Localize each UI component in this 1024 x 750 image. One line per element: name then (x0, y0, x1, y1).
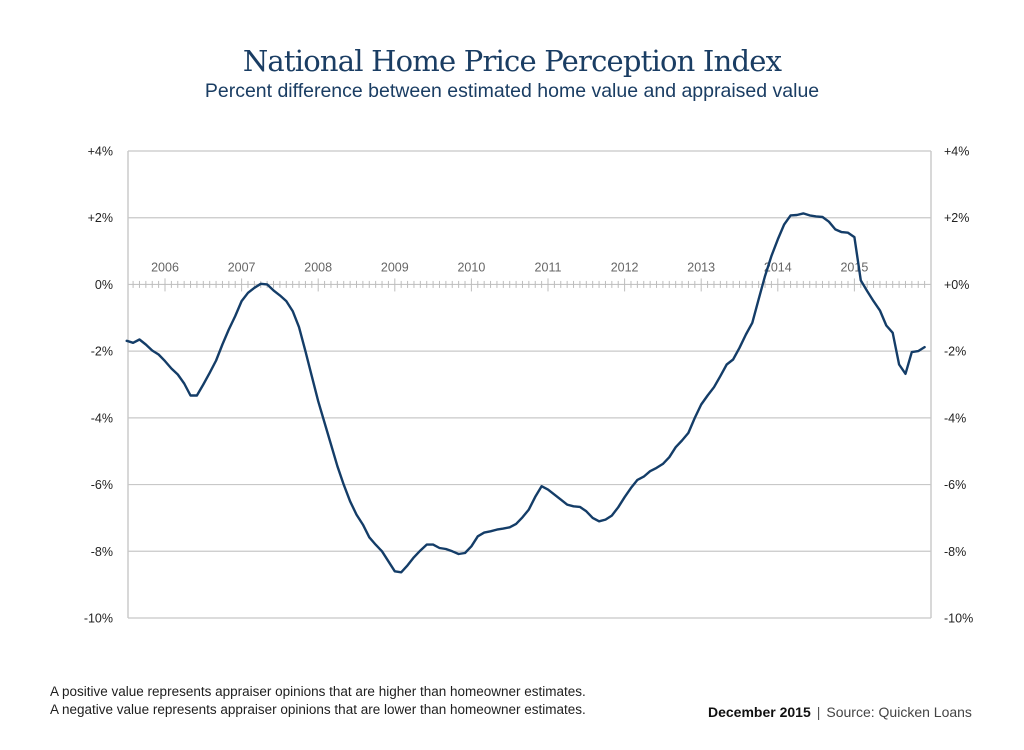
y-tick-label-left: +2% (88, 211, 113, 225)
grid-layer (127, 150, 932, 619)
y-tick-label-right: -4% (944, 411, 966, 425)
y-tick-label-left: -8% (91, 545, 113, 559)
x-year-label: 2011 (535, 260, 562, 274)
y-tick-label-right: -8% (944, 545, 966, 559)
y-tick-label-right: +4% (944, 145, 969, 159)
source-line: December 2015 | Source: Quicken Loans (708, 704, 972, 720)
series-layer (125, 212, 926, 574)
x-year-label: 2014 (764, 260, 792, 274)
chart-subtitle: Percent difference between estimated hom… (204, 80, 820, 102)
y-tick-label-right: +2% (944, 211, 969, 225)
y-axis-right: +4% +2% +0% -2% -4% -6% -8% -10% (944, 145, 973, 626)
x-year-label: 2009 (381, 260, 409, 274)
y-tick-label-left: -6% (91, 478, 113, 492)
series-line-hppi (125, 212, 926, 574)
x-year-label: 2015 (840, 260, 868, 274)
separator: | (816, 704, 821, 720)
y-tick-label-left: +4% (88, 145, 113, 159)
y-tick-label-right: -2% (944, 345, 966, 359)
note-positive: A positive value represents appraiser op… (50, 684, 586, 699)
report-date: December 2015 (708, 704, 811, 720)
y-tick-label-right: +0% (944, 278, 969, 292)
y-tick-label-left: -2% (91, 345, 113, 359)
x-year-label: 2012 (611, 260, 639, 274)
y-tick-label-left: 0% (95, 278, 113, 292)
x-year-label: 2013 (687, 260, 715, 274)
y-tick-label-right: -10% (944, 612, 973, 626)
y-tick-label-right: -6% (944, 478, 966, 492)
y-tick-label-left: -10% (84, 612, 113, 626)
note-negative: A negative value represents appraiser op… (50, 702, 586, 717)
y-tick-label-left: -4% (91, 411, 113, 425)
x-year-label: 2008 (304, 260, 332, 274)
source-text: Source: Quicken Loans (826, 704, 972, 720)
chart-title: National Home Price Perception Index (242, 44, 782, 78)
x-year-label: 2010 (457, 260, 485, 274)
x-year-label: 2006 (151, 260, 179, 274)
x-year-label: 2007 (228, 260, 256, 274)
zero-axis (128, 278, 931, 292)
x-axis-year-labels: 2006 2007 2008 2009 2010 2011 2012 2013 2014 2015 (151, 260, 868, 274)
y-axis-left: +4% +2% 0% -2% -4% -6% -8% -10% (84, 145, 113, 626)
